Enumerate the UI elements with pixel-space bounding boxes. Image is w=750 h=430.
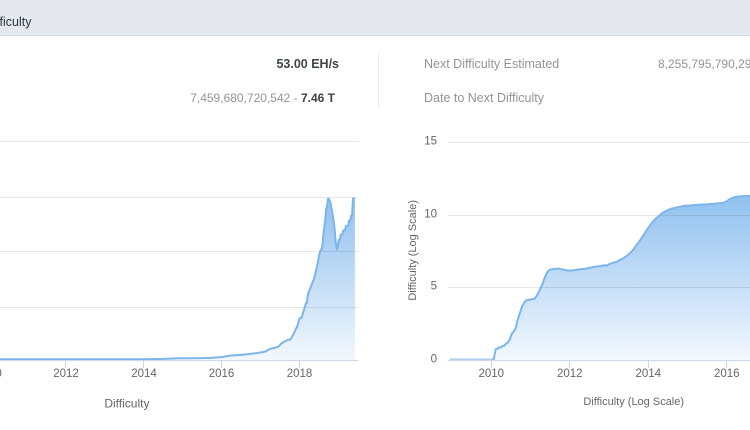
- svg-text:0: 0: [431, 354, 437, 366]
- svg-text:Difficulty (Log Scale): Difficulty (Log Scale): [407, 200, 419, 301]
- svg-text:2014: 2014: [636, 368, 662, 380]
- svg-text:2010: 2010: [479, 368, 505, 380]
- svg-text:Difficulty: Difficulty: [104, 397, 149, 411]
- svg-text:2018: 2018: [287, 368, 313, 380]
- svg-text:10: 10: [424, 209, 437, 221]
- svg-text:5: 5: [431, 281, 437, 293]
- svg-text:Difficulty (Log Scale): Difficulty (Log Scale): [583, 396, 684, 408]
- svg-text:2012: 2012: [557, 368, 583, 380]
- svg-text:2016: 2016: [209, 368, 235, 380]
- svg-text:2016: 2016: [714, 368, 740, 380]
- svg-text:15: 15: [424, 136, 437, 148]
- svg-text:2012: 2012: [53, 368, 79, 380]
- svg-text:2010: 2010: [0, 368, 2, 380]
- svg-text:2014: 2014: [131, 368, 157, 380]
